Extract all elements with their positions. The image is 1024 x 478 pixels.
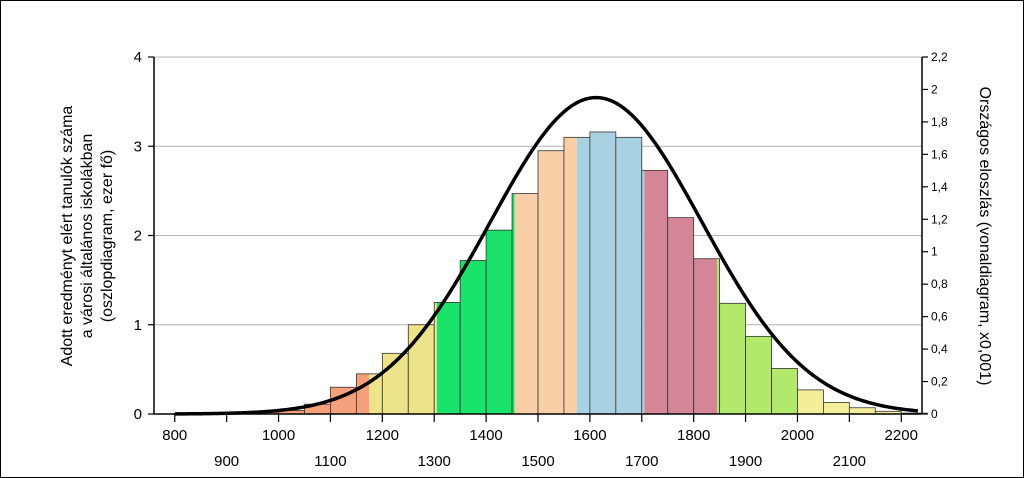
- x-tick-label: 1600: [573, 427, 606, 444]
- left-tick-label: 3: [134, 138, 142, 155]
- left-axis-title-line-2: a városi általános iskolákban: [79, 134, 96, 339]
- bar-1700-fill-4: [641, 170, 645, 414]
- bar-1000-fill-0: [278, 410, 305, 414]
- right-tick-label: 1,6: [931, 147, 948, 161]
- bar-1950-fill-6: [771, 368, 798, 414]
- right-tick-label: 1: [931, 245, 938, 259]
- x-tick-label: 800: [162, 427, 187, 444]
- x-tick-label: 1100: [314, 453, 346, 470]
- tick-labels: 0 1 2 3 4 0 0,2 0,4 0,6 0,8 1 1,2 1,4 1,6 1,8 2 2,2 800 10…: [134, 49, 948, 470]
- x-tick-label: 2200: [885, 427, 918, 444]
- x-tick-label: 2100: [833, 453, 866, 470]
- left-axis-title-line-3: (oszlopdiagram, ezer fő): [99, 150, 116, 323]
- bar-1850-fill-6: [719, 303, 746, 414]
- bar-1400-fill-2: [486, 230, 513, 414]
- left-tick-label: 2: [134, 228, 142, 245]
- bar-1800-fill-5: [693, 258, 718, 414]
- bar-1550-fill-4: [576, 137, 590, 414]
- left-tick-label: 4: [134, 49, 142, 66]
- right-axis-title: Országos eloszlás (vonaldiagram, x0,001): [976, 87, 993, 386]
- bar-2000-fill-7: [797, 389, 824, 414]
- right-tick-label: 1,4: [931, 180, 948, 194]
- x-tick-label: 900: [214, 453, 239, 470]
- bar-1550-fill-3: [563, 137, 577, 414]
- bar-1500-fill-3: [538, 150, 564, 414]
- distribution-curve: [174, 95, 919, 416]
- normal-curve: [174, 95, 919, 416]
- right-tick-label: 2,2: [931, 50, 948, 64]
- bar-1300-fill-1: [434, 302, 437, 414]
- bar-1250-fill-1: [408, 324, 435, 414]
- right-tick-label: 0: [931, 407, 938, 421]
- x-tick-label: 1400: [469, 427, 502, 444]
- right-tick-label: 1,8: [931, 115, 948, 129]
- bar-1050-fill-0: [304, 404, 331, 414]
- x-tick-label: 1800: [677, 427, 710, 444]
- bar-1600-fill-4: [589, 131, 616, 414]
- bar-1800-fill-6: [717, 258, 720, 414]
- x-tick-label: 1000: [262, 427, 295, 444]
- x-tick-label: 1200: [366, 427, 399, 444]
- left-axis-title-line-1: Adott eredményt elért tanulók száma: [59, 106, 76, 367]
- bar-1750-fill-5: [667, 217, 694, 414]
- histogram-bars: [200, 131, 928, 415]
- bar-1450-fill-3: [514, 193, 538, 414]
- axes: [148, 56, 928, 422]
- bar-1450-fill-2: [512, 193, 515, 414]
- right-tick-label: 0,4: [931, 342, 948, 356]
- right-tick-label: 0,6: [931, 310, 948, 324]
- bar-1350-fill-2: [460, 260, 487, 414]
- x-tick-label: 2000: [781, 427, 814, 444]
- bar-2150-fill-7: [875, 411, 902, 414]
- bar-1150-fill-1: [369, 373, 383, 414]
- bar-1900-fill-6: [745, 336, 772, 414]
- right-tick-label: 0,2: [931, 375, 948, 389]
- right-tick-label: 1,2: [931, 212, 948, 226]
- right-tick-label: 2: [931, 82, 938, 96]
- right-tick-label: 0,8: [931, 277, 948, 291]
- bar-2100-fill-7: [849, 407, 876, 414]
- x-tick-label: 1700: [625, 453, 658, 470]
- bar-1700-fill-5: [644, 170, 668, 414]
- left-tick-label: 0: [134, 406, 142, 423]
- bar-1650-fill-4: [615, 137, 642, 414]
- x-tick-label: 1300: [418, 453, 451, 470]
- bar-1150-fill-0: [356, 373, 370, 414]
- bar-1300-fill-2: [436, 302, 461, 414]
- x-tick-label: 1500: [521, 453, 554, 470]
- left-tick-label: 1: [134, 317, 142, 334]
- bar-2050-fill-7: [823, 402, 850, 414]
- x-tick-label: 1900: [729, 453, 762, 470]
